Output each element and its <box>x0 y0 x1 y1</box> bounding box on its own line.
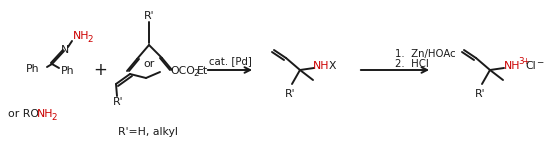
Text: Ph: Ph <box>61 66 75 76</box>
Text: Et: Et <box>197 66 208 76</box>
Text: or RO: or RO <box>8 109 39 119</box>
Text: Cl: Cl <box>526 61 537 71</box>
Text: +: + <box>93 61 107 79</box>
Text: NH: NH <box>37 109 54 119</box>
Text: N: N <box>61 45 69 55</box>
Text: 2: 2 <box>51 112 56 122</box>
Text: R': R' <box>285 89 295 99</box>
Text: Ph: Ph <box>26 64 40 74</box>
Text: NH: NH <box>73 31 89 41</box>
Text: R'=H, alkyl: R'=H, alkyl <box>118 127 178 137</box>
Text: cat. [Pd]: cat. [Pd] <box>209 56 252 66</box>
Text: OCO: OCO <box>171 66 195 76</box>
Text: R': R' <box>475 89 485 99</box>
Text: 2.  HCl: 2. HCl <box>395 59 429 69</box>
Text: 2: 2 <box>193 70 199 78</box>
Text: or: or <box>144 59 155 69</box>
Text: R': R' <box>113 97 123 107</box>
Text: NH: NH <box>313 61 329 71</box>
Text: +: + <box>522 56 528 66</box>
Text: 2: 2 <box>87 35 93 43</box>
Text: X: X <box>328 61 336 71</box>
Text: 3: 3 <box>518 57 524 67</box>
Text: NH: NH <box>504 61 520 71</box>
Text: −: − <box>537 57 544 67</box>
Text: R': R' <box>144 11 154 21</box>
Text: 1.  Zn/HOAc: 1. Zn/HOAc <box>395 49 455 59</box>
